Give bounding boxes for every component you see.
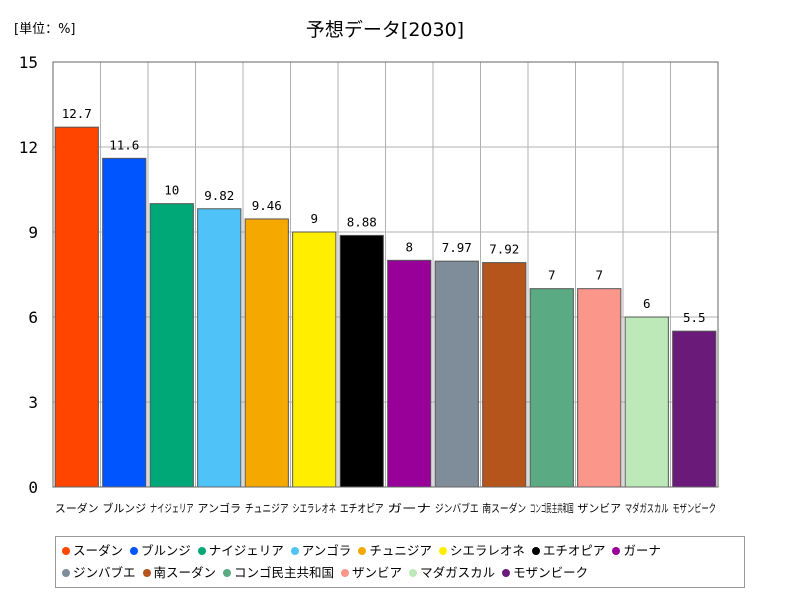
data-label: 9 [310,211,318,226]
x-tick-label: エチオピア [340,502,384,515]
data-label: 11.6 [109,137,139,152]
legend-label: ナイジェリア [208,543,284,558]
legend-item: コンゴ民主共和国 [223,562,334,584]
data-label: 9.82 [204,188,234,203]
unit-label: [単位：%] [14,21,76,37]
x-tick-label: シエラレオネ [292,502,336,515]
bar [54,126,99,488]
data-label: 12.7 [62,106,92,121]
legend-label: ガーナ [623,543,661,558]
y-tick-label: 3 [28,393,38,412]
legend-item: アンゴラ [290,540,352,562]
legend-item: シエラレオネ [438,540,525,562]
legend-label: ザンビア [352,565,403,580]
legend-marker [62,568,70,577]
x-tick-label: ガーナ [387,502,431,515]
bar [434,260,479,488]
legend-item: スーダン [62,540,123,562]
x-tick-label: 南スーダン [482,501,526,515]
x-tick-label: ザンビア [577,502,621,515]
bar [292,231,337,488]
legend-label: ブルンジ [141,543,191,558]
data-label: 8 [405,239,413,254]
legend-marker [531,546,540,555]
bar [102,157,147,488]
legend-item: ブルンジ [130,540,191,562]
data-label: 7 [548,268,556,283]
y-tick-label: 15 [19,53,38,72]
legend: スーダン ブルンジ ナイジェリア アンゴラ チュニジア シエラレオネ エチオピア ガーナジンバ… [55,536,745,588]
bar [149,203,194,488]
legend-item: マダガスカル [409,562,495,584]
legend-label: スーダン [73,543,124,558]
plot-area: 0 3 6 9 12 15 12.7 スーダン 11.6 ブルンジ 10 ナイジェリア 9.82 アンゴラ… [19,53,719,515]
bar [339,234,384,488]
x-tick-label: アンゴラ [197,501,241,515]
bar [197,208,242,488]
data-label: 7 [595,268,603,283]
y-tick-label: 6 [28,308,38,327]
x-tick-label: チュニジア [245,502,289,515]
bar [672,330,717,488]
legend-row: ジンバブエ 南スーダン コンゴ民主共和国 ザンビア マダガスカル モザンビーク [62,562,738,584]
bar [482,262,527,488]
data-label: 7.97 [442,240,472,255]
data-label: 5.5 [683,310,706,325]
legend-marker [62,546,70,555]
legend-marker [502,568,511,577]
bar [624,316,669,488]
y-tick-label: 9 [28,223,38,242]
x-tick-label: マダガスカル [625,501,669,515]
legend-label: モザンビーク [513,565,589,580]
legend-label: ジンバブエ [73,565,136,580]
legend-item: モザンビーク [502,562,588,584]
legend-item: ガーナ [612,540,661,562]
data-label: 8.88 [347,214,377,229]
x-tick-label: モザンビーク [672,502,716,515]
x-tick-label: ナイジェリア [150,502,194,515]
bar [529,288,574,488]
data-label: 7.92 [489,242,519,257]
data-label: 9.46 [252,198,282,213]
legend-item: ザンビア [341,562,402,584]
x-tick-label: スーダン [55,501,99,515]
legend-item: 南スーダン [142,562,217,584]
legend-label: マダガスカル [420,565,496,580]
chart-title: 予想データ[2030] [306,19,464,41]
legend-label: アンゴラ [301,543,352,558]
y-tick-label: 12 [19,138,38,157]
legend-label: エチオピア [542,543,606,558]
x-tick-label: ブルンジ [102,501,146,515]
x-tick-label: コンゴ民主共和国 [530,501,574,515]
legend-label: チュニジア [369,543,432,558]
legend-marker [438,546,447,555]
legend-row: スーダン ブルンジ ナイジェリア アンゴラ チュニジア シエラレオネ エチオピア ガーナ [62,540,738,562]
legend-marker [130,546,139,555]
legend-item: エチオピア [531,540,606,562]
bar [387,259,432,488]
legend-item: チュニジア [358,540,432,562]
y-tick-label: 0 [28,478,38,497]
bar [244,218,289,488]
legend-label: 南スーダン [153,565,217,580]
legend-marker [341,568,350,577]
data-label: 6 [643,296,651,311]
legend-marker [612,546,621,555]
legend-marker [142,568,151,577]
legend-item: ジンバブエ [62,562,136,584]
legend-label: シエラレオネ [449,543,525,558]
legend-marker [409,568,418,577]
plot-border [52,61,719,488]
legend-item: ナイジェリア [197,540,284,562]
legend-label: コンゴ民主共和国 [234,565,335,580]
legend-marker [197,546,206,555]
x-tick-label: ジンバブエ [435,501,479,515]
bar [577,288,622,488]
legend-marker [223,568,232,577]
data-label: 10 [164,183,179,198]
legend-marker [290,546,299,555]
legend-marker [358,546,367,555]
